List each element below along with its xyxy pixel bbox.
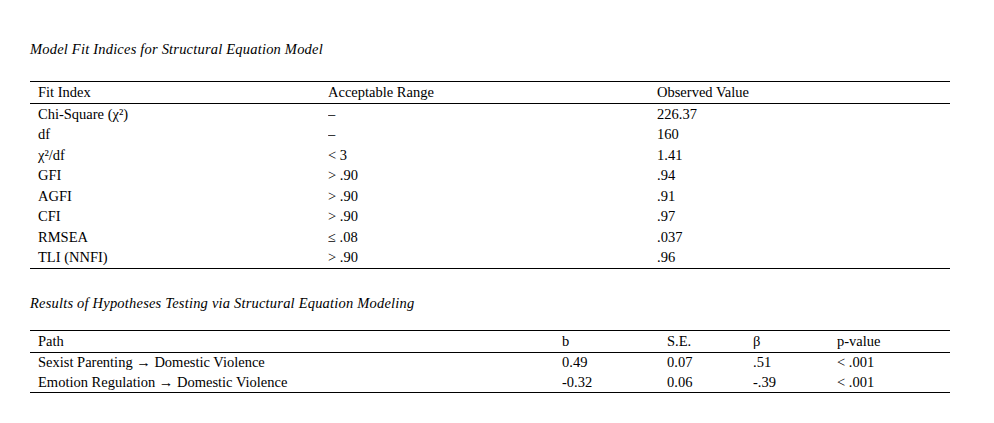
table-cell: .51 xyxy=(753,353,837,373)
table-cell: .94 xyxy=(657,166,950,187)
hypotheses-table: PathbS.E.βp-value Sexist Parenting → Dom… xyxy=(30,330,950,393)
table-cell: < .001 xyxy=(837,373,950,393)
table-cell: > .90 xyxy=(328,248,657,269)
table-row: TLI (NNFI)> .90.96 xyxy=(30,248,950,269)
table-cell: -.39 xyxy=(753,373,837,393)
table-cell: 160 xyxy=(657,125,950,146)
header-row: Fit IndexAcceptable RangeObserved Value xyxy=(30,82,950,104)
table-cell: 0.07 xyxy=(667,353,753,373)
hypotheses-table-body: Sexist Parenting → Domestic Violence0.49… xyxy=(30,353,950,393)
column-header: b xyxy=(562,331,667,353)
column-header: Acceptable Range xyxy=(328,82,657,104)
table-cell: – xyxy=(328,125,657,146)
table-row: Emotion Regulation → Domestic Violence-0… xyxy=(30,373,950,393)
table-cell: -0.32 xyxy=(562,373,667,393)
hypotheses-section: Results of Hypotheses Testing via Struct… xyxy=(30,294,950,393)
column-header: β xyxy=(753,331,837,353)
table-cell: Emotion Regulation → Domestic Violence xyxy=(30,373,562,393)
table-cell: .037 xyxy=(657,227,950,248)
column-header: Fit Index xyxy=(30,82,328,104)
table-cell: .91 xyxy=(657,186,950,207)
table-cell: RMSEA xyxy=(30,227,328,248)
table-row: CFI> .90.97 xyxy=(30,207,950,228)
table-row: χ²/df< 31.41 xyxy=(30,145,950,166)
table-cell: .97 xyxy=(657,207,950,228)
table-cell: df xyxy=(30,125,328,146)
hypotheses-table-title: Results of Hypotheses Testing via Struct… xyxy=(30,294,950,312)
table-row: GFI> .90.94 xyxy=(30,166,950,187)
table-cell: Chi-Square (χ²) xyxy=(30,104,328,125)
column-header: Observed Value xyxy=(657,82,950,104)
document-page: Model Fit Indices for Structural Equatio… xyxy=(0,0,994,423)
table-cell: – xyxy=(328,104,657,125)
table-row: Sexist Parenting → Domestic Violence0.49… xyxy=(30,353,950,373)
table-cell: .96 xyxy=(657,248,950,269)
model-fit-table-header: Fit IndexAcceptable RangeObserved Value xyxy=(30,82,950,104)
table-cell: 0.06 xyxy=(667,373,753,393)
table-cell: < .001 xyxy=(837,353,950,373)
table-row: AGFI> .90.91 xyxy=(30,186,950,207)
table-row: Chi-Square (χ²)–226.37 xyxy=(30,104,950,125)
table-cell: TLI (NNFI) xyxy=(30,248,328,269)
table-cell: > .90 xyxy=(328,166,657,187)
header-row: PathbS.E.βp-value xyxy=(30,331,950,353)
table-cell: GFI xyxy=(30,166,328,187)
table-row: RMSEA≤ .08.037 xyxy=(30,227,950,248)
column-header: Path xyxy=(30,331,562,353)
table-cell: > .90 xyxy=(328,207,657,228)
table-cell: > .90 xyxy=(328,186,657,207)
table-cell: Sexist Parenting → Domestic Violence xyxy=(30,353,562,373)
table-cell: χ²/df xyxy=(30,145,328,166)
table-cell: ≤ .08 xyxy=(328,227,657,248)
column-header: p-value xyxy=(837,331,950,353)
table-cell: 1.41 xyxy=(657,145,950,166)
model-fit-table: Fit IndexAcceptable RangeObserved Value … xyxy=(30,81,950,269)
hypotheses-table-header: PathbS.E.βp-value xyxy=(30,331,950,353)
model-fit-table-body: Chi-Square (χ²)–226.37df–160χ²/df< 31.41… xyxy=(30,104,950,269)
column-header: S.E. xyxy=(667,331,753,353)
table-cell: < 3 xyxy=(328,145,657,166)
model-fit-table-title: Model Fit Indices for Structural Equatio… xyxy=(30,40,950,58)
table-row: df–160 xyxy=(30,125,950,146)
table-cell: AGFI xyxy=(30,186,328,207)
model-fit-section: Model Fit Indices for Structural Equatio… xyxy=(30,40,950,269)
table-cell: CFI xyxy=(30,207,328,228)
table-cell: 0.49 xyxy=(562,353,667,373)
table-cell: 226.37 xyxy=(657,104,950,125)
